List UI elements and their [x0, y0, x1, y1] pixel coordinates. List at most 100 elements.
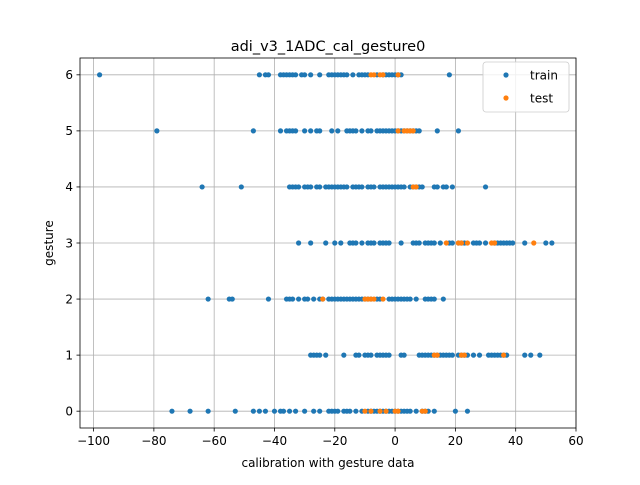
point-train	[368, 352, 374, 358]
point-train	[344, 72, 350, 78]
point-train	[302, 72, 308, 78]
point-train	[332, 240, 338, 246]
point-train	[250, 128, 256, 134]
legend-marker-train	[503, 72, 509, 78]
point-train	[510, 240, 516, 246]
point-train	[440, 296, 446, 302]
axis-ticks: −100 −80 −60 −40 −20 0 20 40 60 0 1 2 3 4 5 6	[65, 68, 583, 448]
point-train	[449, 240, 455, 246]
x-tick-label: −40	[262, 434, 287, 448]
legend: train test	[482, 61, 570, 113]
point-train	[296, 184, 302, 190]
point-train	[419, 184, 425, 190]
point-train	[359, 240, 365, 246]
point-test	[461, 352, 468, 358]
point-train	[443, 184, 449, 190]
point-train	[296, 296, 302, 302]
point-train	[329, 128, 335, 134]
point-train	[434, 128, 440, 134]
y-tick-label: 2	[65, 292, 73, 306]
point-train	[338, 240, 344, 246]
point-train	[323, 352, 329, 358]
x-tick-label: −100	[77, 434, 110, 448]
point-test	[371, 72, 377, 78]
point-test	[410, 128, 416, 134]
point-train	[317, 408, 323, 414]
point-train	[347, 408, 353, 414]
point-train	[311, 296, 317, 302]
legend-marker-test	[503, 95, 509, 101]
point-train	[359, 128, 365, 134]
point-train	[256, 408, 263, 414]
point-train	[302, 408, 308, 414]
point-test	[368, 408, 374, 414]
x-tick-label: 0	[391, 434, 399, 448]
y-tick-label: 5	[65, 124, 73, 138]
point-train	[232, 408, 238, 414]
point-train	[296, 240, 302, 246]
point-train	[431, 408, 437, 414]
point-test	[491, 240, 498, 246]
x-tick-label: −60	[202, 434, 227, 448]
point-train	[341, 352, 347, 358]
point-train	[437, 240, 443, 246]
point-train	[537, 352, 543, 358]
point-test	[395, 128, 401, 134]
point-test	[501, 352, 507, 358]
point-train	[344, 184, 350, 190]
x-tick-label: 60	[568, 434, 583, 448]
x-tick-label: −80	[141, 434, 166, 448]
point-train	[317, 184, 323, 190]
point-train	[317, 352, 323, 358]
point-train	[305, 296, 311, 302]
point-test	[443, 240, 449, 246]
x-axis-label: calibration with gesture data	[241, 456, 414, 470]
point-train	[238, 184, 244, 190]
point-train	[543, 240, 549, 246]
y-tick-label: 3	[65, 236, 73, 250]
point-train	[199, 184, 205, 190]
point-train	[286, 408, 293, 414]
point-train	[413, 408, 419, 414]
point-train	[434, 184, 440, 190]
point-test	[320, 296, 326, 302]
point-train	[350, 72, 356, 78]
point-train	[455, 128, 462, 134]
point-train	[470, 352, 477, 358]
point-test	[371, 296, 377, 302]
point-train	[280, 408, 287, 414]
point-train	[356, 352, 362, 358]
point-train	[154, 128, 160, 134]
point-train	[401, 184, 407, 190]
point-train	[386, 240, 392, 246]
point-train	[250, 408, 256, 414]
point-train	[446, 72, 452, 78]
point-train	[262, 408, 269, 414]
point-train	[289, 296, 296, 302]
y-tick-label: 6	[65, 68, 73, 82]
point-train	[265, 72, 272, 78]
point-train	[431, 296, 437, 302]
point-test	[458, 240, 465, 246]
y-axis-label: gesture	[42, 220, 56, 266]
chart-title: adi_v3_1ADC_cal_gesture0	[231, 39, 426, 55]
point-train	[482, 240, 489, 246]
point-test	[434, 352, 440, 358]
point-train	[308, 128, 314, 134]
point-train	[449, 352, 455, 358]
point-train	[292, 408, 299, 414]
point-train	[368, 128, 374, 134]
y-tick-label: 1	[65, 348, 73, 362]
point-train	[416, 128, 422, 134]
point-test	[380, 296, 386, 302]
point-train	[464, 408, 471, 414]
point-train	[256, 72, 263, 78]
point-train	[476, 352, 483, 358]
point-test	[377, 408, 383, 414]
point-test	[531, 240, 537, 246]
point-train	[449, 184, 455, 190]
point-train	[371, 240, 377, 246]
point-train	[371, 184, 377, 190]
point-train	[265, 296, 272, 302]
